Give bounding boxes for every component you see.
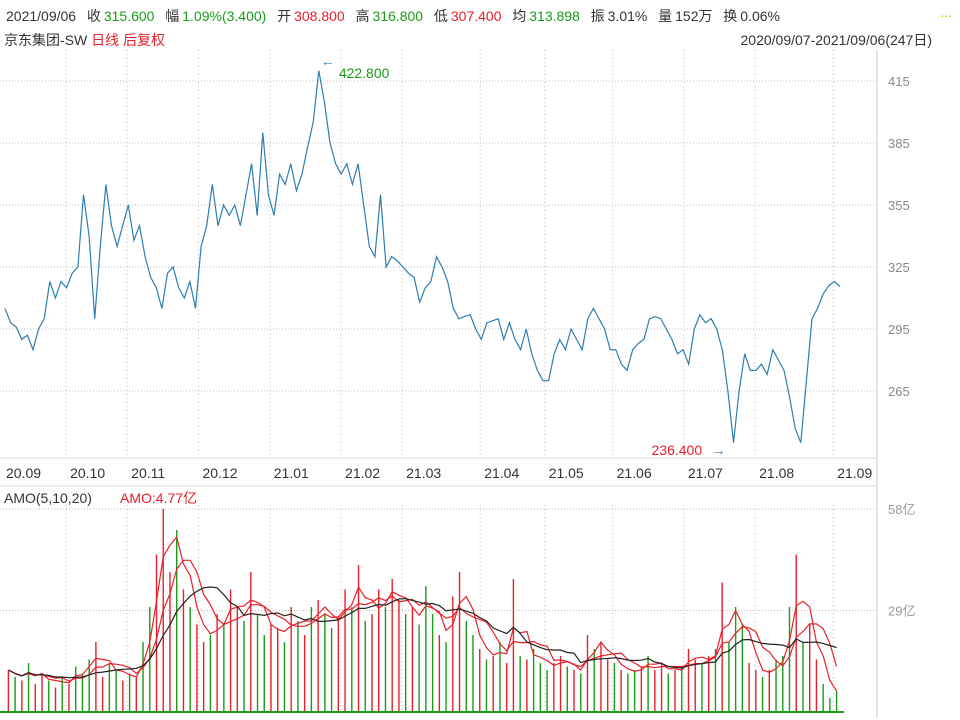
min-arrow-icon: → [712, 442, 726, 458]
price-tick-label: 295 [888, 322, 910, 337]
avg-label: 均 [512, 8, 527, 24]
price-line [4, 70, 841, 443]
month-tick-label: 20.11 [131, 465, 165, 481]
price-tick-label: 265 [888, 384, 910, 399]
security-title: 京东集团-SW 日线 后复权 [4, 30, 165, 50]
open-label: 开 [277, 8, 292, 24]
turnover-label: 换 [723, 8, 738, 24]
close-label: 收 [86, 8, 101, 24]
month-tick-label: 21.06 [617, 465, 652, 481]
low-value: 307.400 [450, 8, 502, 24]
adjust-selector[interactable]: 后复权 [123, 32, 165, 48]
volume-label: 量 [658, 8, 673, 24]
volume-tick-label: 58亿 [888, 502, 915, 517]
month-tick-label: 21.05 [549, 465, 584, 481]
turnover-value: 0.06% [740, 8, 780, 24]
date-range: 2020/09/07-2021/09/06(247日) [740, 32, 932, 48]
avg-value: 313.898 [529, 8, 580, 24]
price-tick-label: 325 [888, 260, 910, 275]
security-name: 京东集团-SW [4, 32, 88, 48]
quote-date: 2021/09/06 [6, 8, 77, 24]
low-label: 低 [433, 8, 448, 24]
period-selector[interactable]: 日线 [91, 32, 120, 48]
high-label: 高 [355, 8, 370, 24]
open-value: 308.800 [294, 8, 345, 24]
max-price-label: 422.800 [339, 65, 390, 81]
month-tick-label: 20.10 [70, 465, 105, 481]
month-tick-label: 20.09 [6, 465, 41, 481]
amplitude-value: 3.01% [607, 8, 648, 24]
month-tick-label: 21.01 [274, 465, 309, 481]
high-value: 316.800 [372, 8, 424, 24]
month-tick-label: 21.08 [759, 465, 794, 481]
price-tick-label: 415 [888, 74, 910, 89]
volume-tick-label: 29亿 [888, 604, 915, 619]
amo-title: AMO(5,10,20) [4, 490, 92, 506]
close-value: 315.600 [103, 8, 155, 24]
month-tick-label: 20.12 [202, 465, 237, 481]
amo5-line [8, 535, 838, 692]
price-tick-label: 385 [888, 136, 910, 151]
price-tick-label: 355 [888, 198, 910, 213]
max-arrow-icon: ← [321, 53, 335, 69]
month-tick-label: 21.09 [837, 465, 872, 481]
min-price-label: 236.400 [652, 442, 703, 458]
month-tick-label: 21.04 [484, 465, 519, 481]
change-value: 1.09%(3.400) [182, 8, 267, 24]
amo-last-value: AMO:4.77亿 [120, 490, 197, 506]
amo20-line [8, 586, 837, 679]
more-button[interactable]: ... [940, 4, 952, 20]
month-tick-label: 21.02 [345, 465, 380, 481]
quote-header: 2021/09/06 收 315.600 幅 1.09%(3.400) 开 308.8… [6, 6, 783, 26]
amo10-line [8, 559, 838, 682]
change-label: 幅 [165, 8, 180, 24]
month-tick-label: 21.03 [406, 465, 441, 481]
amplitude-label: 振 [590, 8, 605, 24]
volume-value: 152万 [675, 8, 713, 24]
month-tick-label: 21.07 [688, 465, 723, 481]
